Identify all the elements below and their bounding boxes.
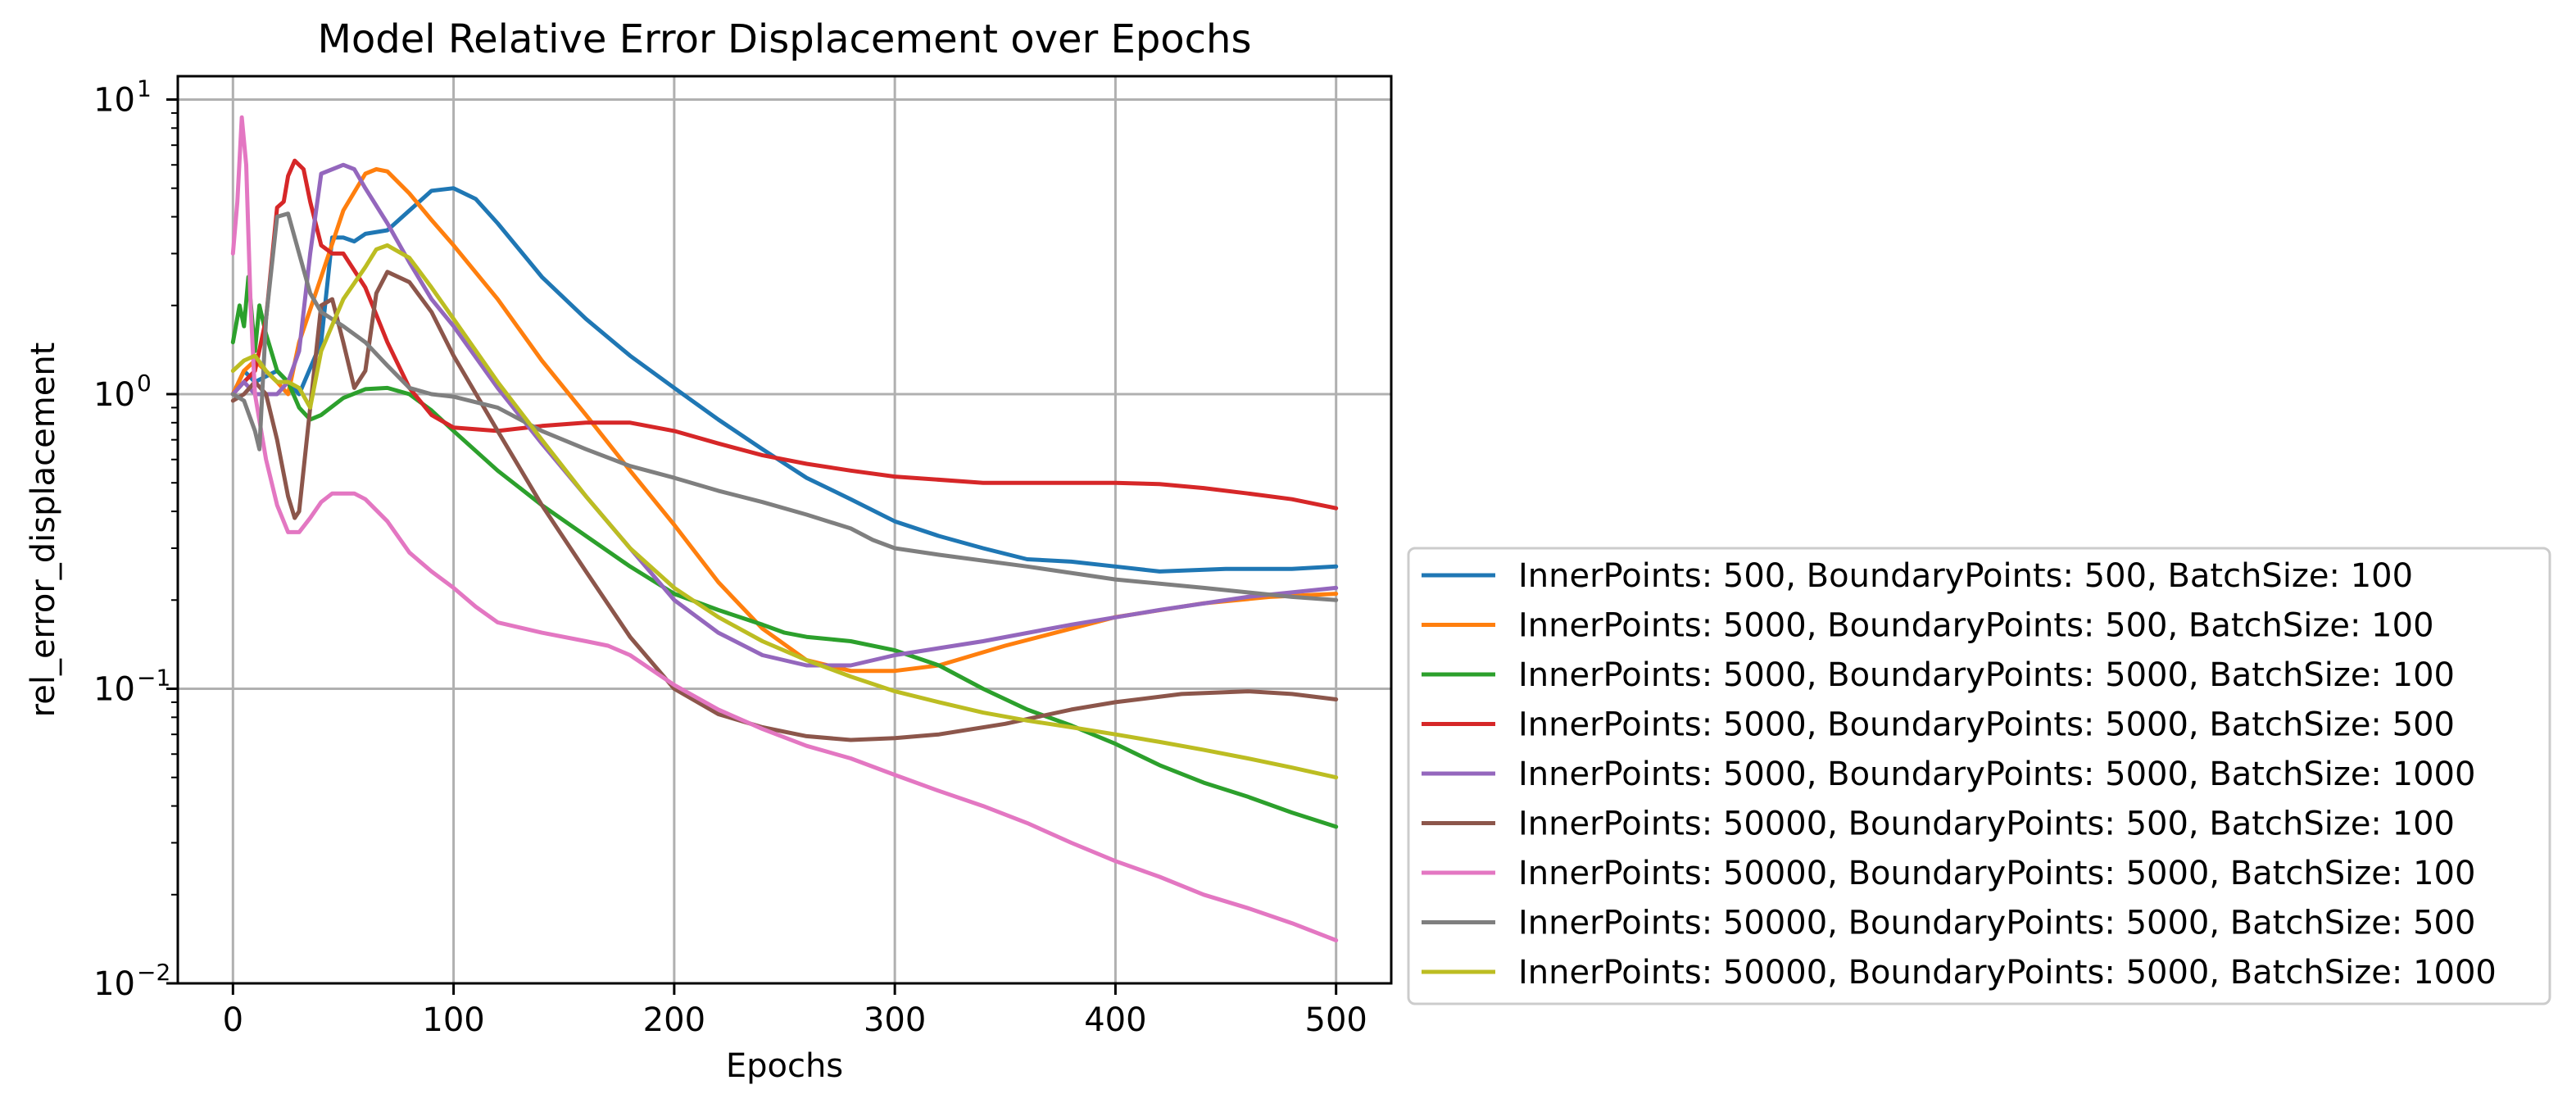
legend-label: InnerPoints: 5000, BoundaryPoints: 5000,… (1518, 656, 2455, 694)
series-line-4 (230, 158, 1339, 511)
series-line-8 (230, 211, 1339, 602)
legend-label: InnerPoints: 50000, BoundaryPoints: 500,… (1518, 806, 2455, 843)
x-tick-label: 400 (1084, 1001, 1146, 1039)
plot-frame (176, 75, 1393, 985)
chart-title: Model Relative Error Displacement over E… (318, 16, 1252, 62)
x-tick-label: 0 (223, 1001, 243, 1039)
legend-label: InnerPoints: 5000, BoundaryPoints: 500, … (1518, 607, 2434, 645)
series-line-1 (230, 186, 1339, 574)
y-tick-exponent: 1 (137, 75, 152, 102)
y-axis-label: rel_error_displacement (25, 343, 62, 718)
x-tick-label: 100 (422, 1001, 484, 1039)
legend: InnerPoints: 500, BoundaryPoints: 500, B… (1407, 547, 2551, 1005)
legend-box (1407, 547, 2551, 1005)
legend-label: InnerPoints: 5000, BoundaryPoints: 5000,… (1518, 706, 2455, 744)
y-tick-label: 10 (93, 965, 135, 1003)
series-lines (230, 115, 1339, 942)
y-tick-label: 10 (93, 376, 135, 414)
legend-label: InnerPoints: 50000, BoundaryPoints: 5000… (1518, 905, 2475, 942)
x-tick-label: 300 (864, 1001, 926, 1039)
x-tick-label: 500 (1305, 1001, 1367, 1039)
x-axis-label: Epochs (726, 1047, 843, 1085)
legend-label: InnerPoints: 50000, BoundaryPoints: 5000… (1518, 954, 2497, 992)
legend-label: InnerPoints: 5000, BoundaryPoints: 5000,… (1518, 756, 2475, 793)
y-tick-label: 10 (93, 81, 135, 119)
series-line-7 (230, 115, 1339, 942)
series-line-9 (230, 243, 1339, 780)
x-tick-label: 200 (643, 1001, 705, 1039)
legend-label: InnerPoints: 50000, BoundaryPoints: 5000… (1518, 855, 2475, 892)
series-line-5 (230, 162, 1339, 668)
y-tick-exponent: 0 (137, 370, 152, 397)
legend-label: InnerPoints: 500, BoundaryPoints: 500, B… (1518, 557, 2413, 595)
y-tick-label: 10 (93, 670, 135, 708)
series-line-6 (230, 270, 1339, 742)
y-tick-exponent: −2 (137, 959, 170, 986)
y-tick-exponent: −1 (137, 664, 170, 691)
